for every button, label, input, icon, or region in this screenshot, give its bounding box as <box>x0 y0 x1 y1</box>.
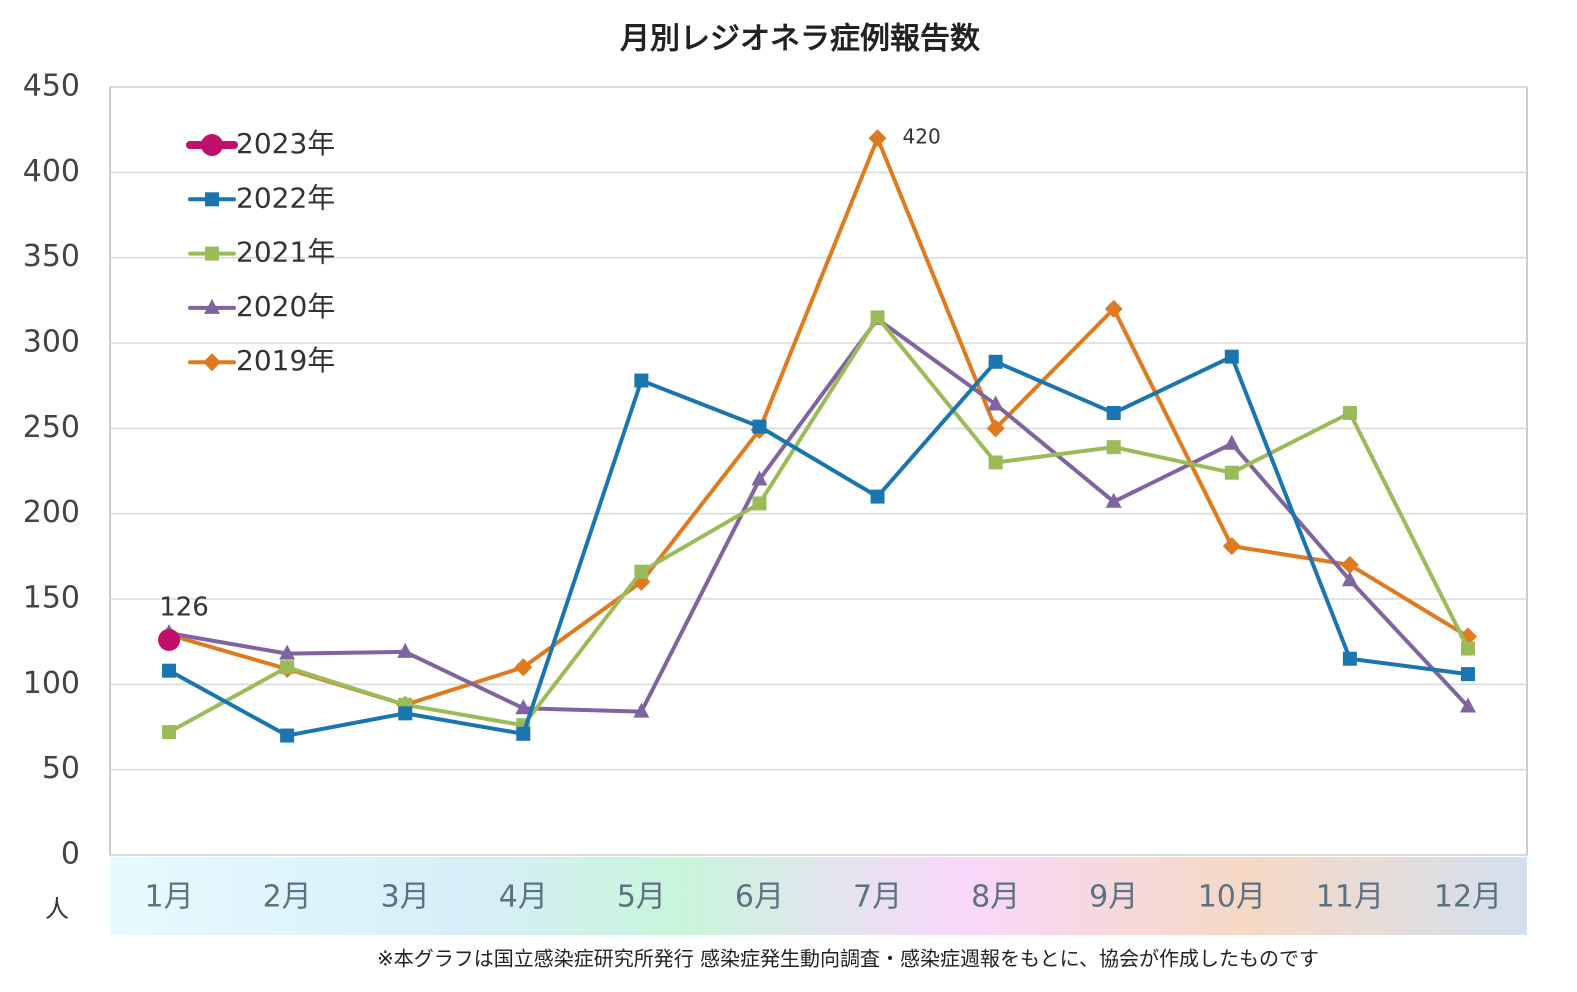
data-point <box>1459 697 1476 713</box>
legend-marker <box>204 298 220 314</box>
data-point <box>1342 405 1357 420</box>
legend-marker <box>203 353 221 372</box>
data-point <box>1224 349 1239 364</box>
series-line <box>168 317 1470 714</box>
data-point <box>1106 405 1121 420</box>
data-point <box>397 642 414 658</box>
data-point <box>633 702 650 718</box>
x-tick-label: 6月 <box>735 880 784 915</box>
data-point <box>1105 492 1122 508</box>
legend-label: 2020年 <box>236 290 335 323</box>
series-line <box>168 315 1470 734</box>
data-point <box>1340 555 1359 574</box>
data-point <box>634 564 649 579</box>
data-point <box>515 699 532 715</box>
legend-item: 2021年 <box>188 236 335 269</box>
x-tick-label: 1月 <box>144 880 193 915</box>
data-label: 420 <box>903 125 941 149</box>
data-point <box>987 395 1004 411</box>
data-point <box>988 354 1003 369</box>
legend-marker <box>201 134 223 156</box>
data-label: 126 <box>159 592 209 622</box>
y-tick-label: 350 <box>23 239 80 274</box>
data-point <box>1222 537 1241 556</box>
legend-label: 2023年 <box>236 127 335 160</box>
y-axis-label: 人 <box>45 895 69 923</box>
y-tick-label: 0 <box>61 837 80 872</box>
data-point <box>162 663 177 678</box>
data-point <box>1224 465 1239 480</box>
legend-label: 2022年 <box>236 181 335 214</box>
data-point <box>279 644 296 660</box>
data-point <box>1460 641 1475 656</box>
y-tick-label: 50 <box>42 751 80 786</box>
x-tick-label: 4月 <box>499 880 548 915</box>
legend-label: 2019年 <box>236 344 335 377</box>
data-point <box>514 658 533 677</box>
y-tick-label: 100 <box>23 666 80 701</box>
legend-item: 2019年 <box>188 344 335 377</box>
data-point <box>988 455 1003 470</box>
data-point <box>398 706 413 721</box>
data-point <box>868 129 887 148</box>
x-tick-label: 3月 <box>381 880 430 915</box>
series-line <box>168 136 1469 707</box>
footnote: ※本グラフは国立感染症研究所発行 感染症発生動向調査・感染症週報をもとに、協会が… <box>377 947 1319 971</box>
x-tick-label: 7月 <box>853 880 902 915</box>
legend-item: 2023年 <box>186 127 335 160</box>
legend-marker <box>205 246 219 261</box>
y-tick-label: 450 <box>23 69 80 104</box>
data-point <box>516 726 531 741</box>
data-point <box>870 310 885 325</box>
y-tick-label: 250 <box>23 410 80 445</box>
category-band <box>110 857 1527 935</box>
legend-item: 2020年 <box>188 290 335 323</box>
x-tick-label: 10月 <box>1198 880 1266 915</box>
data-point <box>634 373 649 388</box>
data-point <box>870 489 885 504</box>
x-tick-label: 8月 <box>971 880 1020 915</box>
x-tick-label: 5月 <box>617 880 666 915</box>
data-point <box>1342 651 1357 666</box>
series-line <box>168 354 1469 738</box>
data-point <box>752 419 767 434</box>
data-point <box>1460 667 1475 682</box>
data-point <box>1106 440 1121 455</box>
data-point <box>1341 571 1358 587</box>
data-point <box>986 419 1005 438</box>
x-tick-label: 9月 <box>1089 880 1138 915</box>
data-point <box>280 728 295 743</box>
x-tick-label: 12月 <box>1434 880 1502 915</box>
x-tick-label: 2月 <box>263 880 312 915</box>
y-tick-label: 200 <box>23 495 80 530</box>
data-point <box>1104 299 1123 318</box>
y-tick-label: 300 <box>23 325 80 360</box>
data-point <box>752 496 767 511</box>
y-tick-label: 400 <box>23 154 80 189</box>
legend-item: 2022年 <box>188 181 335 214</box>
chart-title: 月別レジオネラ症例報告数 <box>620 22 981 57</box>
data-point <box>280 660 295 675</box>
data-point <box>751 470 768 486</box>
data-point <box>162 725 177 740</box>
y-tick-label: 150 <box>23 581 80 616</box>
legend-marker <box>205 192 219 207</box>
legend-label: 2021年 <box>236 236 335 269</box>
x-tick-label: 11月 <box>1316 880 1384 915</box>
data-point <box>1223 434 1240 450</box>
data-point <box>158 628 181 651</box>
